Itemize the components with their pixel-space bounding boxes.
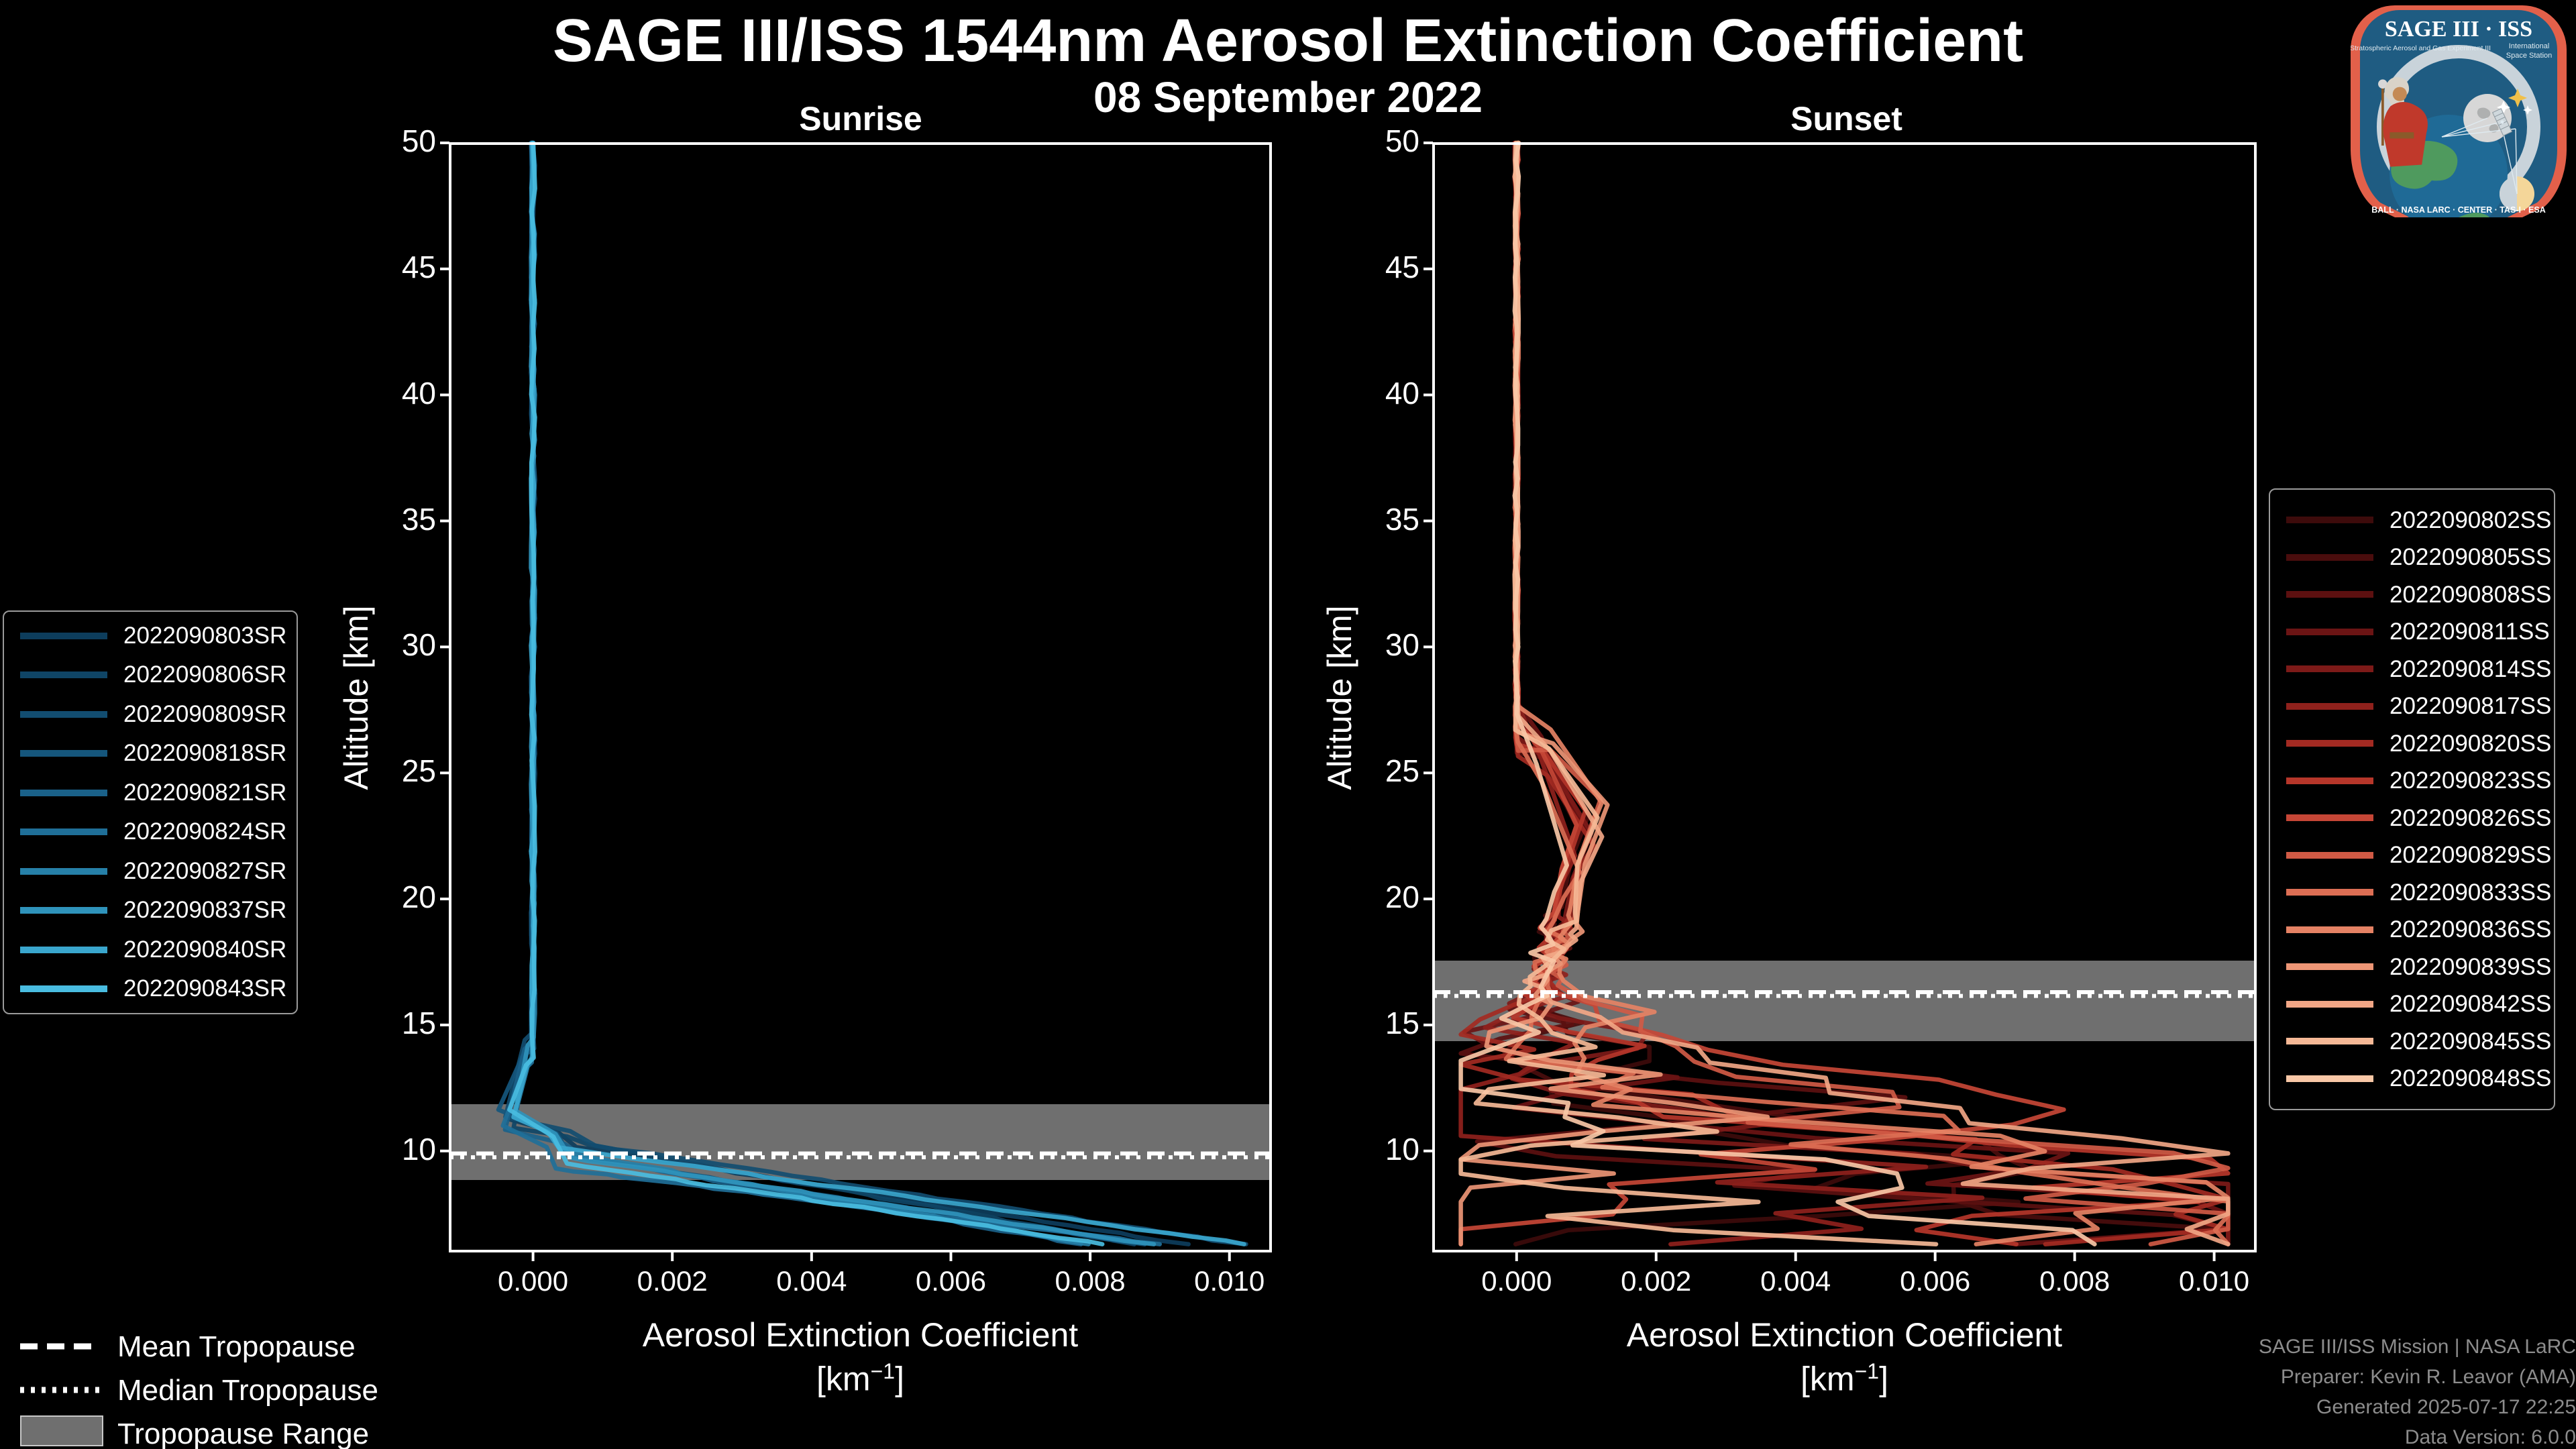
svg-text:SAGE III · ISS: SAGE III · ISS bbox=[2385, 17, 2532, 42]
svg-text:Stratospheric Aerosol and Gas: Stratospheric Aerosol and Gas Experiment… bbox=[2350, 44, 2491, 52]
svg-text:Space Station: Space Station bbox=[2506, 52, 2553, 60]
svg-text:BALL · NASA LARC · CENTER · TA: BALL · NASA LARC · CENTER · TAS-I · ESA bbox=[2371, 205, 2545, 215]
svg-text:International: International bbox=[2509, 42, 2550, 50]
